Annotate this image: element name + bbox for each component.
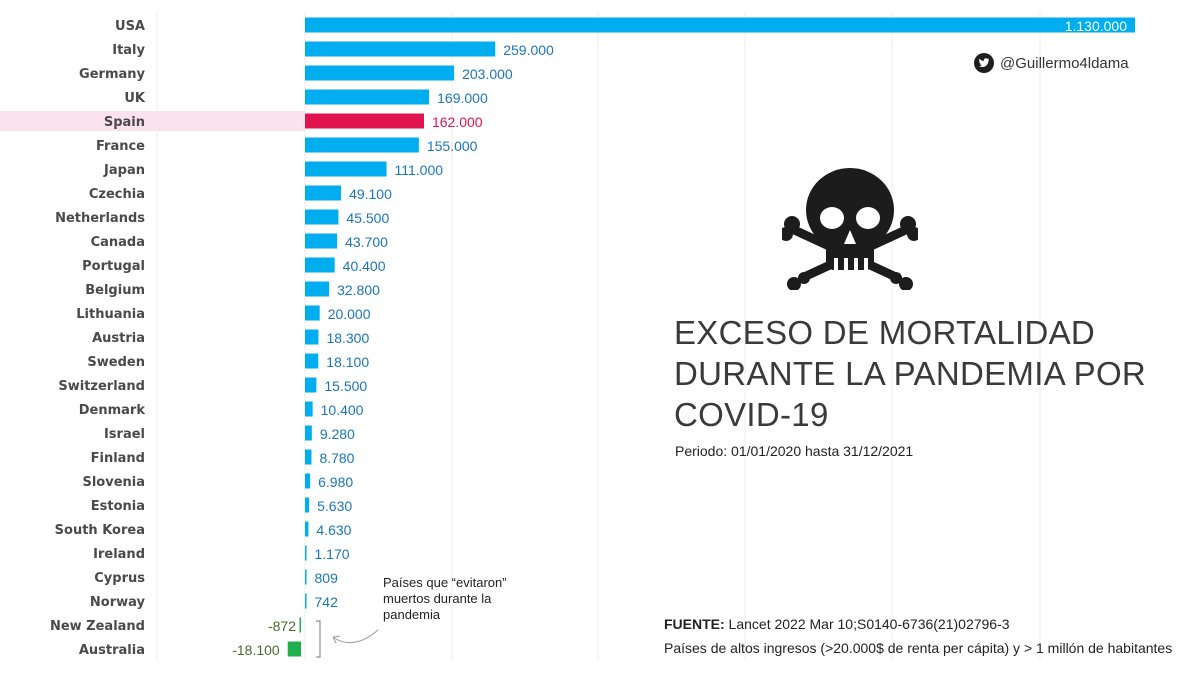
category-label-czechia: Czechia <box>89 187 145 202</box>
bar-netherlands <box>305 209 339 225</box>
bar-usa <box>305 17 1135 33</box>
twitter-handle-text: @Guillermo4ldama <box>1000 54 1129 72</box>
bar-cyprus <box>305 569 307 585</box>
category-label-belgium: Belgium <box>85 283 145 298</box>
value-label-belgium: 32.800 <box>337 282 380 298</box>
value-label-italy: 259.000 <box>503 42 554 58</box>
bar-lithuania <box>305 305 320 321</box>
source-label: FUENTE: <box>664 616 725 632</box>
bar-france <box>305 137 419 153</box>
bar-belgium <box>305 281 330 297</box>
value-label-spain: 162.000 <box>432 114 483 130</box>
bar-slovenia <box>305 473 311 489</box>
category-label-estonia: Estonia <box>91 499 145 514</box>
bars <box>287 17 1135 657</box>
value-label-finland: 8.780 <box>319 450 354 466</box>
bar-czechia <box>305 185 342 201</box>
category-label-denmark: Denmark <box>79 403 146 418</box>
value-label-netherlands: 45.500 <box>346 210 389 226</box>
bar-switzerland <box>305 377 317 393</box>
category-label-austria: Austria <box>92 331 145 346</box>
category-label-sweden: Sweden <box>87 355 145 370</box>
value-label-lithuania: 20.000 <box>328 306 371 322</box>
category-label-canada: Canada <box>91 235 145 250</box>
category-label-slovenia: Slovenia <box>82 475 145 490</box>
value-label-germany: 203.000 <box>462 66 513 82</box>
category-label-italy: Italy <box>112 43 145 58</box>
category-label-switzerland: Switzerland <box>58 379 145 394</box>
value-label-norway: 742 <box>315 594 339 610</box>
value-label-sweden: 18.100 <box>326 354 369 370</box>
twitter-bird-icon <box>974 53 994 73</box>
chart-subtitle: Periodo: 01/01/2020 hasta 31/12/2021 <box>675 443 914 459</box>
value-labels: 1.130.000 259.000 203.000 169.000 162.000 155… <box>232 18 1127 658</box>
category-label-portugal: Portugal <box>82 259 145 274</box>
category-label-norway: Norway <box>90 595 146 610</box>
bar-uk <box>305 89 430 105</box>
bar-japan <box>305 161 387 177</box>
category-label-uk: UK <box>124 91 146 106</box>
value-label-estonia: 5.630 <box>317 498 352 514</box>
value-label-denmark: 10.400 <box>321 402 364 418</box>
bar-australia <box>287 641 301 657</box>
bar-norway <box>305 593 307 609</box>
bar-new-zealand <box>299 617 301 633</box>
bar-ireland <box>305 545 307 561</box>
category-label-lithuania: Lithuania <box>76 307 145 322</box>
bar-finland <box>305 449 312 465</box>
value-label-czechia: 49.100 <box>349 186 392 202</box>
value-label-new-zealand: -872 <box>268 618 296 634</box>
highlight-band-layer <box>0 111 305 131</box>
category-label-australia: Australia <box>79 643 145 658</box>
category-label-israel: Israel <box>104 427 145 442</box>
value-label-ireland: 1.170 <box>315 546 350 562</box>
footnote: Países de altos ingresos (>20.000$ de re… <box>664 640 1173 656</box>
value-label-south-korea: 4.630 <box>316 522 351 538</box>
category-label-ireland: Ireland <box>93 547 145 562</box>
bar-israel <box>305 425 312 441</box>
category-label-new-zealand: New Zealand <box>50 619 145 634</box>
skull-and-crossbones-icon <box>782 168 918 290</box>
bar-portugal <box>305 257 335 273</box>
bar-south-korea <box>305 521 309 537</box>
category-label-cyprus: Cyprus <box>94 571 145 586</box>
category-label-netherlands: Netherlands <box>55 211 145 226</box>
bar-estonia <box>305 497 310 513</box>
source-text: Lancet 2022 Mar 10;S0140-6736(21)02796-3 <box>724 616 1010 632</box>
bar-austria <box>305 329 319 345</box>
twitter-handle: @Guillermo4ldama <box>974 52 1129 74</box>
value-label-austria: 18.300 <box>326 330 369 346</box>
source-line: FUENTE: Lancet 2022 Mar 10;S0140-6736(21… <box>664 616 1010 632</box>
value-label-portugal: 40.400 <box>343 258 386 274</box>
bar-germany <box>305 65 455 81</box>
value-label-usa: 1.130.000 <box>1065 18 1127 34</box>
category-label-japan: Japan <box>103 163 145 178</box>
category-labels: USA Italy Germany UK Spain France Japan Czechia… <box>50 19 146 658</box>
bar-spain <box>305 113 424 129</box>
category-label-finland: Finland <box>91 451 145 466</box>
value-label-japan: 111.000 <box>395 162 444 178</box>
value-label-france: 155.000 <box>427 138 478 154</box>
category-label-germany: Germany <box>79 67 145 82</box>
value-label-slovenia: 6.980 <box>318 474 353 490</box>
bar-denmark <box>305 401 313 417</box>
value-label-israel: 9.280 <box>320 426 355 442</box>
value-label-canada: 43.700 <box>345 234 388 250</box>
annotation-text: Países que “evitaron” muertos durante la… <box>383 575 507 622</box>
category-label-spain: Spain <box>104 115 145 130</box>
bar-canada <box>305 233 338 249</box>
annotation-bracket <box>316 620 379 658</box>
bar-italy <box>305 41 496 57</box>
bar-sweden <box>305 353 319 369</box>
highlight-band <box>0 111 305 131</box>
value-label-australia: -18.100 <box>232 642 280 658</box>
value-label-uk: 169.000 <box>437 90 488 106</box>
category-label-usa: USA <box>115 19 145 34</box>
value-label-cyprus: 809 <box>315 570 339 586</box>
chart-title: EXCESO DE MORTALIDAD DURANTE LA PANDEMIA… <box>674 314 1147 433</box>
category-label-south-korea: South Korea <box>55 523 145 538</box>
value-label-switzerland: 15.500 <box>324 378 367 394</box>
category-label-france: France <box>96 139 145 154</box>
